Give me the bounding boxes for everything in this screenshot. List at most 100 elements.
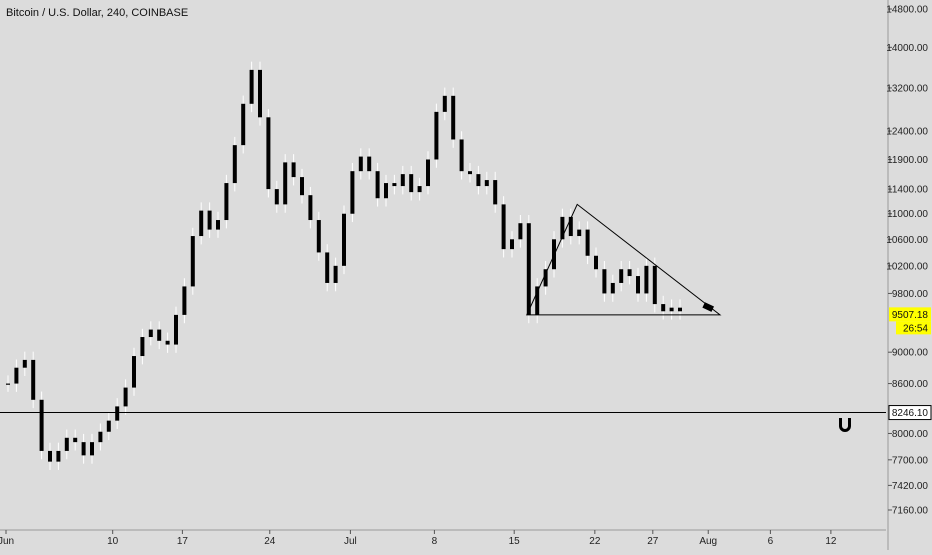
candle	[39, 399, 44, 451]
candle	[636, 276, 640, 294]
candle	[342, 213, 346, 266]
candle	[300, 177, 304, 196]
candle	[140, 337, 145, 357]
time-tick-label: 10	[107, 536, 119, 547]
candle	[157, 329, 162, 341]
hline-price-label: 8246.10	[892, 408, 929, 419]
candle	[148, 329, 153, 338]
candle	[678, 307, 682, 312]
brush-cursor-icon	[702, 302, 714, 312]
time-tick-label: 22	[589, 536, 601, 547]
candle	[602, 269, 607, 294]
price-tick-label: 7160.00	[892, 506, 929, 517]
magnet-icon[interactable]	[839, 418, 851, 432]
candle	[577, 229, 582, 237]
candle	[417, 186, 422, 193]
candle	[459, 139, 464, 172]
candle	[31, 359, 36, 400]
candle	[56, 450, 61, 462]
price-axis[interactable]: 14800.00 14000.00 13200.00 12400.00 11900.00…	[886, 0, 932, 550]
candle	[207, 210, 212, 230]
candle	[610, 282, 615, 294]
time-tick-label: 8	[432, 536, 438, 547]
time-tick-label: Aug	[699, 536, 717, 547]
candle	[199, 210, 204, 237]
candle	[669, 307, 674, 312]
candle	[543, 269, 548, 287]
candle	[90, 442, 94, 456]
candle	[350, 171, 355, 214]
triangle-drawing[interactable]	[526, 203, 722, 316]
candles-layer	[6, 61, 682, 470]
candle	[22, 359, 27, 368]
candle	[6, 383, 10, 385]
time-tick-label: 6	[768, 536, 774, 547]
price-tick-label: 8600.00	[892, 379, 929, 390]
candle	[64, 437, 69, 451]
candle	[123, 387, 128, 407]
price-tick-label: 14800.00	[886, 5, 928, 16]
candle	[81, 442, 86, 456]
candle	[14, 367, 19, 384]
candle	[451, 95, 456, 140]
price-tick-label: 9000.00	[892, 348, 929, 359]
candle	[291, 162, 296, 178]
time-tick-label: 24	[264, 536, 276, 547]
candle	[308, 195, 313, 221]
candle	[484, 180, 489, 187]
price-tick-label: 13200.00	[886, 83, 928, 94]
candle	[190, 236, 195, 287]
candle	[375, 171, 380, 199]
candle	[644, 265, 649, 294]
hline-price-badge	[888, 405, 932, 421]
price-tick-label: 14000.00	[886, 43, 928, 54]
candle	[442, 95, 447, 112]
candle	[165, 340, 170, 345]
time-tick-label: Jun	[0, 536, 14, 547]
price-tick-label: 10200.00	[886, 261, 928, 272]
countdown-label: 26:54	[903, 323, 928, 334]
candle	[501, 204, 506, 250]
candle	[518, 223, 523, 240]
candle	[283, 162, 288, 205]
countdown-badge	[896, 321, 931, 335]
candle	[232, 145, 237, 184]
price-tick-label: 7420.00	[892, 481, 929, 492]
price-tick-label: 9800.00	[892, 289, 929, 300]
chart-title: Bitcoin / U.S. Dollar, 240, COINBASE	[6, 7, 188, 19]
candle	[585, 229, 590, 256]
candle	[510, 239, 514, 250]
candle	[426, 159, 430, 187]
candle	[274, 189, 279, 205]
candle	[594, 255, 598, 270]
candle	[48, 450, 52, 462]
candle	[115, 406, 120, 421]
time-tick-label: Jul	[344, 536, 357, 547]
candle	[568, 216, 573, 237]
price-tick-label: 8000.00	[892, 429, 929, 440]
candle	[216, 220, 220, 230]
time-tick-label: 15	[509, 536, 521, 547]
price-tick-label: 12400.00	[886, 127, 928, 138]
candle	[258, 69, 262, 118]
candle	[400, 174, 405, 187]
price-tick-label: 10600.00	[886, 235, 928, 246]
time-tick-label: 17	[177, 536, 189, 547]
candle	[249, 69, 254, 104]
candle	[493, 180, 498, 205]
candle	[434, 111, 439, 160]
candle	[174, 314, 178, 345]
candle	[182, 286, 187, 315]
candle	[627, 269, 632, 277]
candle	[358, 156, 363, 172]
time-axis[interactable]: Jun 10 17 24 Jul 8 15 22 27 Aug 6 12	[0, 529, 886, 547]
candle	[325, 252, 330, 283]
price-tick-label: 11000.00	[887, 209, 928, 220]
candle	[392, 183, 397, 187]
price-tick-label: 11900.00	[887, 155, 928, 166]
price-tick-label: 7700.00	[892, 455, 929, 466]
candle	[73, 437, 78, 443]
